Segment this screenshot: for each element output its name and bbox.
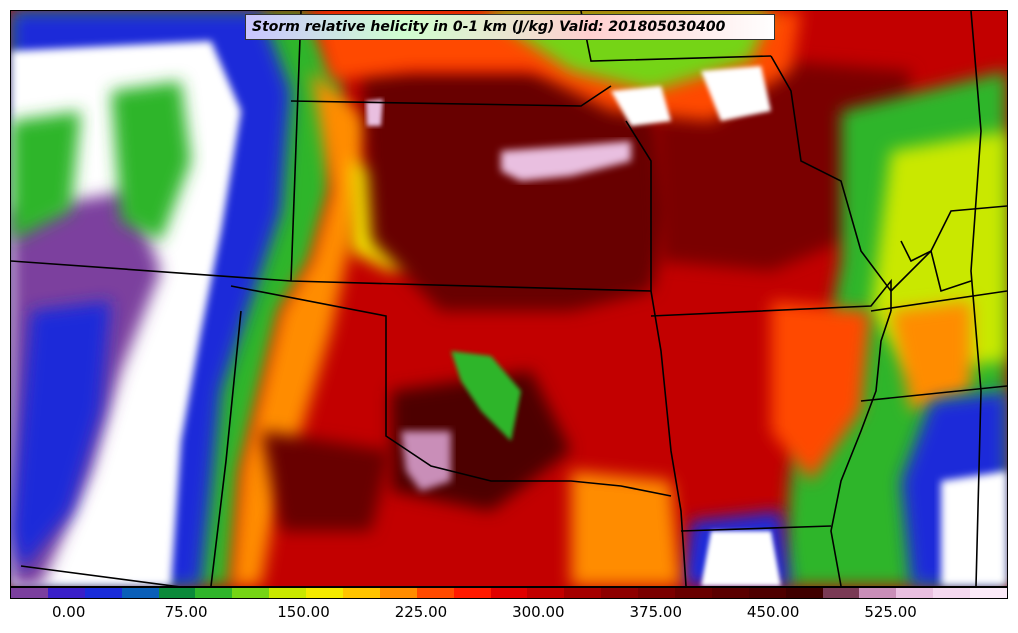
- colorbar-segment-14: [527, 588, 565, 598]
- colorbar: [10, 587, 1008, 599]
- colorbar-tick-label: 525.00: [864, 603, 917, 621]
- state-boundaries: [11, 11, 1007, 586]
- colorbar-segment-18: [675, 588, 712, 598]
- colorbar-segment-19: [711, 588, 749, 598]
- colorbar-segment-13: [490, 588, 528, 598]
- colorbar-tick-label: 225.00: [394, 603, 448, 621]
- colorbar-segment-12: [453, 588, 491, 598]
- colorbar-segment-16: [601, 588, 639, 598]
- colorbar-segment-0: [11, 588, 48, 598]
- map-panel: [10, 10, 1008, 587]
- colorbar-segment-22: [822, 588, 860, 598]
- colorbar-tick-label: 75.00: [164, 603, 208, 621]
- colorbar-segment-21: [785, 588, 823, 598]
- colorbar-segment-8: [306, 588, 344, 598]
- colorbar-segment-25: [933, 588, 971, 598]
- colorbar-segment-6: [232, 588, 270, 598]
- colorbar-segment-10: [379, 588, 417, 598]
- colorbar-segment-26: [970, 588, 1008, 598]
- colorbar-segment-2: [84, 588, 122, 598]
- colorbar-segment-3: [121, 588, 159, 598]
- colorbar-segment-15: [564, 588, 602, 598]
- helicity-field: [11, 11, 1007, 586]
- colorbar-segment-7: [269, 588, 307, 598]
- colorbar-segment-17: [638, 588, 676, 598]
- colorbar-segment-23: [859, 588, 897, 598]
- colorbar-labels: 0.00 75.00 150.00 225.00 300.00 375.00 450.00 5…: [10, 603, 1008, 623]
- colorbar-tick-label: 300.00: [512, 603, 565, 621]
- colorbar-segment-24: [896, 588, 934, 598]
- colorbar-tick-label: 0.00: [52, 603, 86, 621]
- colorbar-tick-label: 375.00: [629, 603, 683, 621]
- colorbar-segment-9: [343, 588, 380, 598]
- colorbar-tick-label: 150.00: [277, 603, 330, 621]
- helicity-map: [11, 11, 1007, 586]
- colorbar-segment-1: [47, 588, 85, 598]
- colorbar-segment-4: [158, 588, 196, 598]
- colorbar-segment-11: [416, 588, 454, 598]
- colorbar-tick-label: 450.00: [746, 603, 800, 621]
- map-title: Storm relative helicity in 0-1 km (J/kg)…: [245, 14, 775, 40]
- colorbar-segment-5: [195, 588, 233, 598]
- colorbar-segment-20: [748, 588, 786, 598]
